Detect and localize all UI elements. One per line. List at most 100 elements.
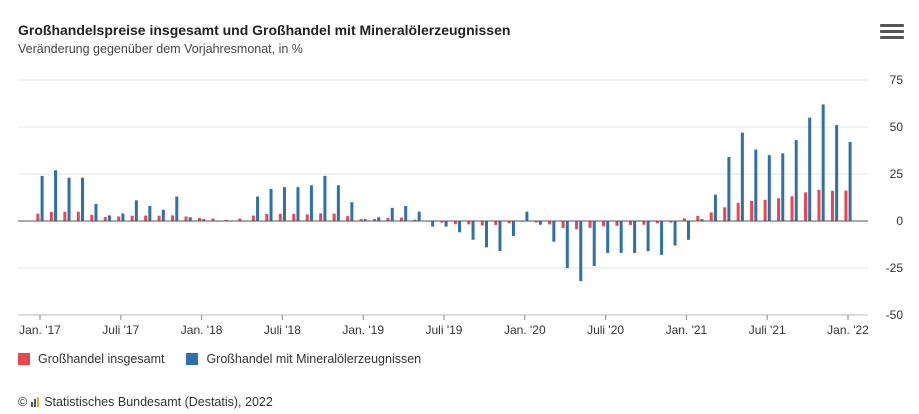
bar-insgesamt — [696, 215, 700, 221]
bar-insgesamt — [817, 189, 821, 221]
bar-insgesamt — [642, 221, 646, 225]
bar-mineraloel — [390, 207, 394, 221]
bar-insgesamt — [804, 192, 807, 221]
bar-insgesamt — [211, 218, 215, 221]
bar-mineraloel — [700, 219, 704, 221]
bar-insgesamt — [103, 217, 107, 221]
bar-mineraloel — [740, 132, 744, 221]
bar-insgesamt — [655, 221, 659, 224]
y-tick-label: 0 — [896, 214, 903, 228]
y-tick-label: -25 — [886, 261, 904, 275]
bar-mineraloel — [134, 200, 138, 221]
bar-mineraloel — [794, 140, 798, 221]
chart-title: Großhandelspreise insgesamt und Großhand… — [18, 22, 511, 38]
bar-insgesamt — [76, 211, 80, 221]
bar-insgesamt — [144, 215, 148, 221]
bar-insgesamt — [386, 217, 390, 221]
bar-mineraloel — [336, 185, 340, 221]
menu-line — [880, 36, 904, 39]
x-tick-label: Juli '20 — [587, 323, 624, 337]
bar-insgesamt — [36, 213, 40, 221]
x-tick-label: Juli '21 — [749, 323, 786, 337]
bar-insgesamt — [628, 221, 632, 225]
x-tick-label: Juli '18 — [264, 323, 301, 337]
x-tick-label: Jan. '21 — [666, 323, 708, 337]
bar-insgesamt — [224, 219, 228, 221]
bar-insgesamt — [709, 212, 713, 221]
bar-mineraloel — [256, 196, 260, 221]
bar-insgesamt — [319, 213, 323, 221]
bar-insgesamt — [63, 211, 67, 221]
bar-insgesamt — [602, 221, 605, 227]
bar-mineraloel — [835, 125, 839, 221]
x-tick-label: Jan. '17 — [19, 323, 61, 337]
bar-insgesamt — [171, 215, 175, 221]
bar-mineraloel — [404, 205, 408, 221]
bar-mineraloel — [417, 211, 421, 221]
bar-mineraloel — [606, 221, 610, 253]
bar-insgesamt — [278, 213, 282, 221]
x-tick-label: Jan. '20 — [504, 323, 546, 337]
bar-mineraloel — [592, 221, 596, 267]
bar-mineraloel — [377, 217, 381, 221]
legend-item-insgesamt[interactable]: Großhandel insgesamt — [18, 352, 164, 366]
bar-insgesamt — [548, 221, 552, 225]
grid-lines — [18, 79, 868, 316]
bar-mineraloel — [269, 189, 273, 221]
bar-insgesamt — [736, 202, 740, 221]
bar-mineraloel — [808, 117, 812, 221]
bar-mineraloel — [323, 175, 327, 221]
bar-insgesamt — [588, 221, 592, 228]
bar-insgesamt — [669, 221, 673, 223]
bar-mineraloel — [848, 142, 852, 221]
bar-insgesamt — [49, 211, 53, 221]
bar-insgesamt — [198, 217, 201, 221]
bar-mineraloel — [54, 170, 58, 221]
bar-mineraloel — [296, 187, 300, 221]
legend-item-mineraloel[interactable]: Großhandel mit Mineralölerzeugnissen — [186, 352, 421, 366]
bar-insgesamt — [830, 190, 834, 221]
bar-mineraloel — [821, 104, 825, 221]
legend-label-insgesamt: Großhandel insgesamt — [38, 352, 165, 366]
chart-plot: -50 -25 0 25 50 75 Jan. '17 Juli '17 Jan. '18 Jul… — [18, 73, 904, 337]
bar-mineraloel — [175, 196, 179, 221]
bar-mineraloel — [687, 221, 690, 240]
bar-mineraloel — [767, 155, 771, 221]
bar-mineraloel — [673, 221, 677, 246]
x-tick-label: Jan. '18 — [181, 323, 223, 337]
bar-insgesamt — [157, 215, 161, 221]
legend: Großhandel insgesamt Großhandel mit Mine… — [18, 352, 443, 366]
bar-mineraloel — [538, 221, 542, 225]
bar-insgesamt — [682, 218, 686, 221]
bar-mineraloel — [781, 153, 785, 221]
bar-mineraloel — [121, 213, 125, 221]
x-tick-label: Juli '17 — [102, 323, 139, 337]
source-text: Statistisches Bundesamt (Destatis), 2022 — [44, 395, 273, 409]
y-tick-label: 75 — [890, 73, 904, 87]
y-tick-label: -50 — [886, 308, 904, 322]
bar-insgesamt — [453, 221, 457, 225]
bar-mineraloel — [579, 221, 583, 282]
bar-insgesamt — [777, 198, 781, 221]
bar-mineraloel — [431, 221, 435, 227]
bar-mineraloel — [350, 202, 354, 221]
bar-mineraloel — [727, 157, 731, 221]
bar-mineraloel — [188, 217, 192, 221]
x-tick-label: Juli '19 — [426, 323, 463, 337]
bar-insgesamt — [238, 218, 242, 221]
menu-line — [880, 24, 904, 27]
bar-mineraloel — [283, 187, 286, 221]
bar-mineraloel — [161, 209, 165, 221]
bar-insgesamt — [467, 221, 471, 225]
bar-insgesamt — [844, 190, 848, 221]
bar-insgesamt — [494, 221, 498, 225]
bar-insgesamt — [251, 215, 255, 221]
bar-insgesamt — [723, 207, 727, 221]
bar-insgesamt — [346, 216, 350, 221]
bar-insgesamt — [90, 214, 94, 221]
bar-mineraloel — [81, 177, 84, 221]
legend-swatch-mineraloel — [186, 353, 199, 365]
bar-mineraloel — [660, 221, 664, 255]
bar-mineraloel — [633, 221, 637, 253]
hamburger-menu-icon[interactable] — [880, 24, 904, 44]
